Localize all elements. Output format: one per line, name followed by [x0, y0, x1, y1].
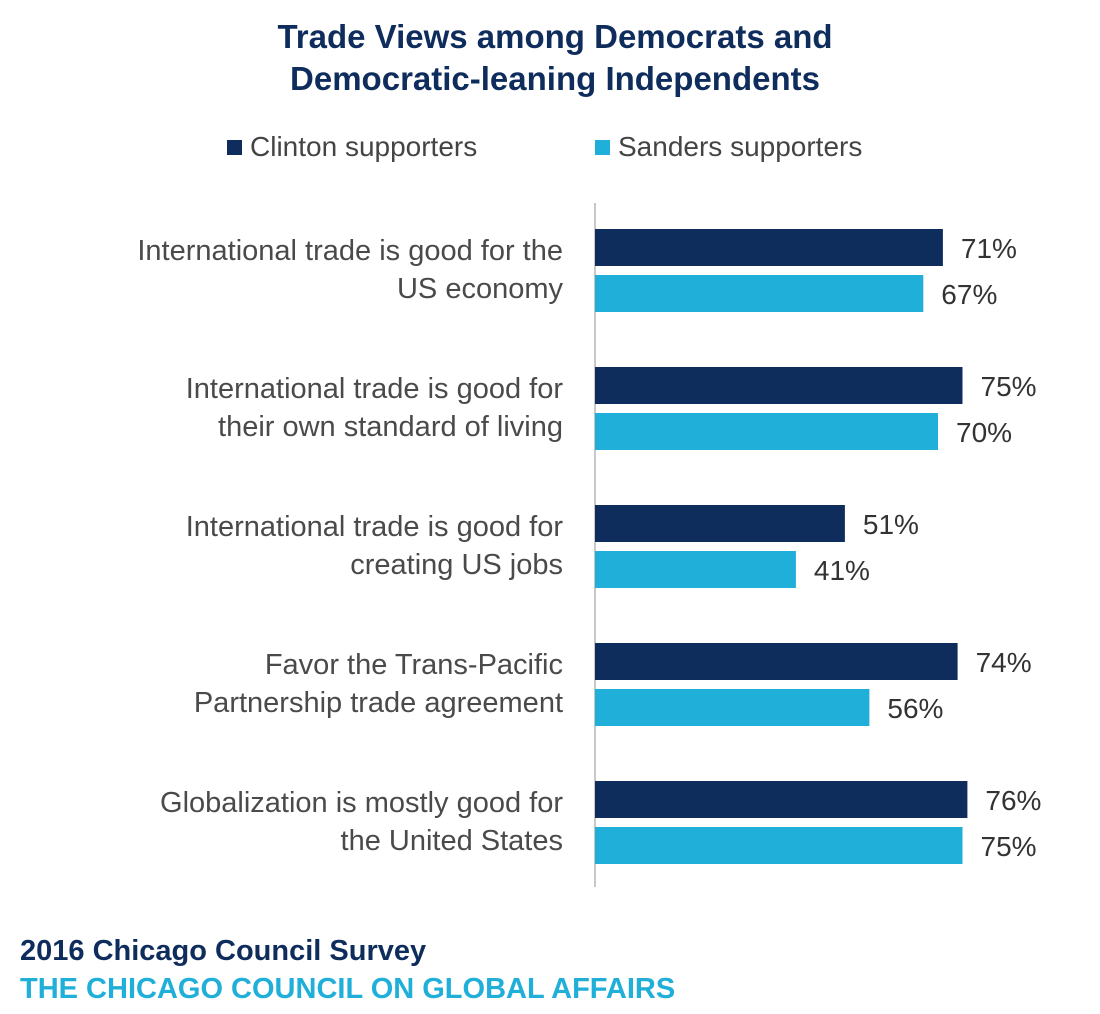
category-label-line: the United States [341, 825, 563, 857]
category-label-line: Globalization is mostly good for [160, 787, 563, 819]
data-label: 76% [985, 785, 1041, 816]
footer-organization: THE CHICAGO COUNCIL ON GLOBAL AFFAIRS [20, 973, 676, 1005]
category-label-line: Partnership trade agreement [194, 687, 563, 719]
data-label: 75% [981, 371, 1037, 402]
category-label-line: International trade is good for [186, 373, 564, 405]
bar-sanders [595, 413, 938, 450]
chart-title-line-1: Trade Views among Democrats and [277, 18, 833, 55]
chart-legend: Clinton supporters Sanders supporters [0, 131, 1100, 165]
chart-title-line-2: Democratic-leaning Independents [290, 60, 820, 97]
footer: 2016 Chicago Council Survey THE CHICAGO … [20, 932, 1080, 1008]
data-label: 74% [976, 647, 1032, 678]
category-label: Globalization is mostly good for the Unit… [160, 787, 563, 857]
footer-survey-name: 2016 Chicago Council Survey [20, 935, 427, 967]
data-label: 71% [961, 233, 1017, 264]
legend-label-clinton: Clinton supporters [250, 131, 478, 162]
bar-clinton [595, 229, 943, 266]
data-label: 75% [981, 831, 1037, 862]
bar-chart: International trade is good for the US ec… [137, 203, 1041, 887]
data-label: 51% [863, 509, 919, 540]
category-label-line: Favor the Trans-Pacific [265, 649, 563, 681]
category-label-line: creating US jobs [350, 549, 563, 581]
legend-swatch-sanders [595, 139, 610, 155]
data-label: 56% [887, 693, 943, 724]
data-label: 67% [941, 279, 997, 310]
bar-sanders [595, 689, 870, 726]
category-label: International trade is good for their own… [186, 373, 564, 443]
category-label-line: US economy [397, 273, 564, 305]
bar-clinton [595, 367, 963, 404]
legend-item-sanders: Sanders supporters [595, 131, 862, 163]
bar-sanders [595, 275, 924, 312]
bar-sanders [595, 827, 963, 864]
data-label: 41% [814, 555, 870, 586]
category-label: Favor the Trans-Pacific Partnership trade… [194, 649, 563, 719]
category-label: International trade is good for the US ec… [137, 235, 563, 305]
chart-title: Trade Views among Democrats and Democrat… [0, 16, 1100, 100]
category-label-line: International trade is good for [186, 511, 564, 543]
bar-sanders [595, 551, 796, 588]
bar-clinton [595, 643, 958, 680]
legend-swatch-clinton [227, 139, 242, 155]
bar-clinton [595, 781, 968, 818]
legend-label-sanders: Sanders supporters [618, 131, 863, 162]
category-label: International trade is good for creating … [186, 511, 564, 581]
category-label-line: International trade is good for the [137, 235, 563, 267]
bar-clinton [595, 505, 845, 542]
data-label: 70% [956, 417, 1012, 448]
legend-item-clinton: Clinton supporters [227, 131, 477, 163]
category-label-line: their own standard of living [218, 411, 563, 443]
